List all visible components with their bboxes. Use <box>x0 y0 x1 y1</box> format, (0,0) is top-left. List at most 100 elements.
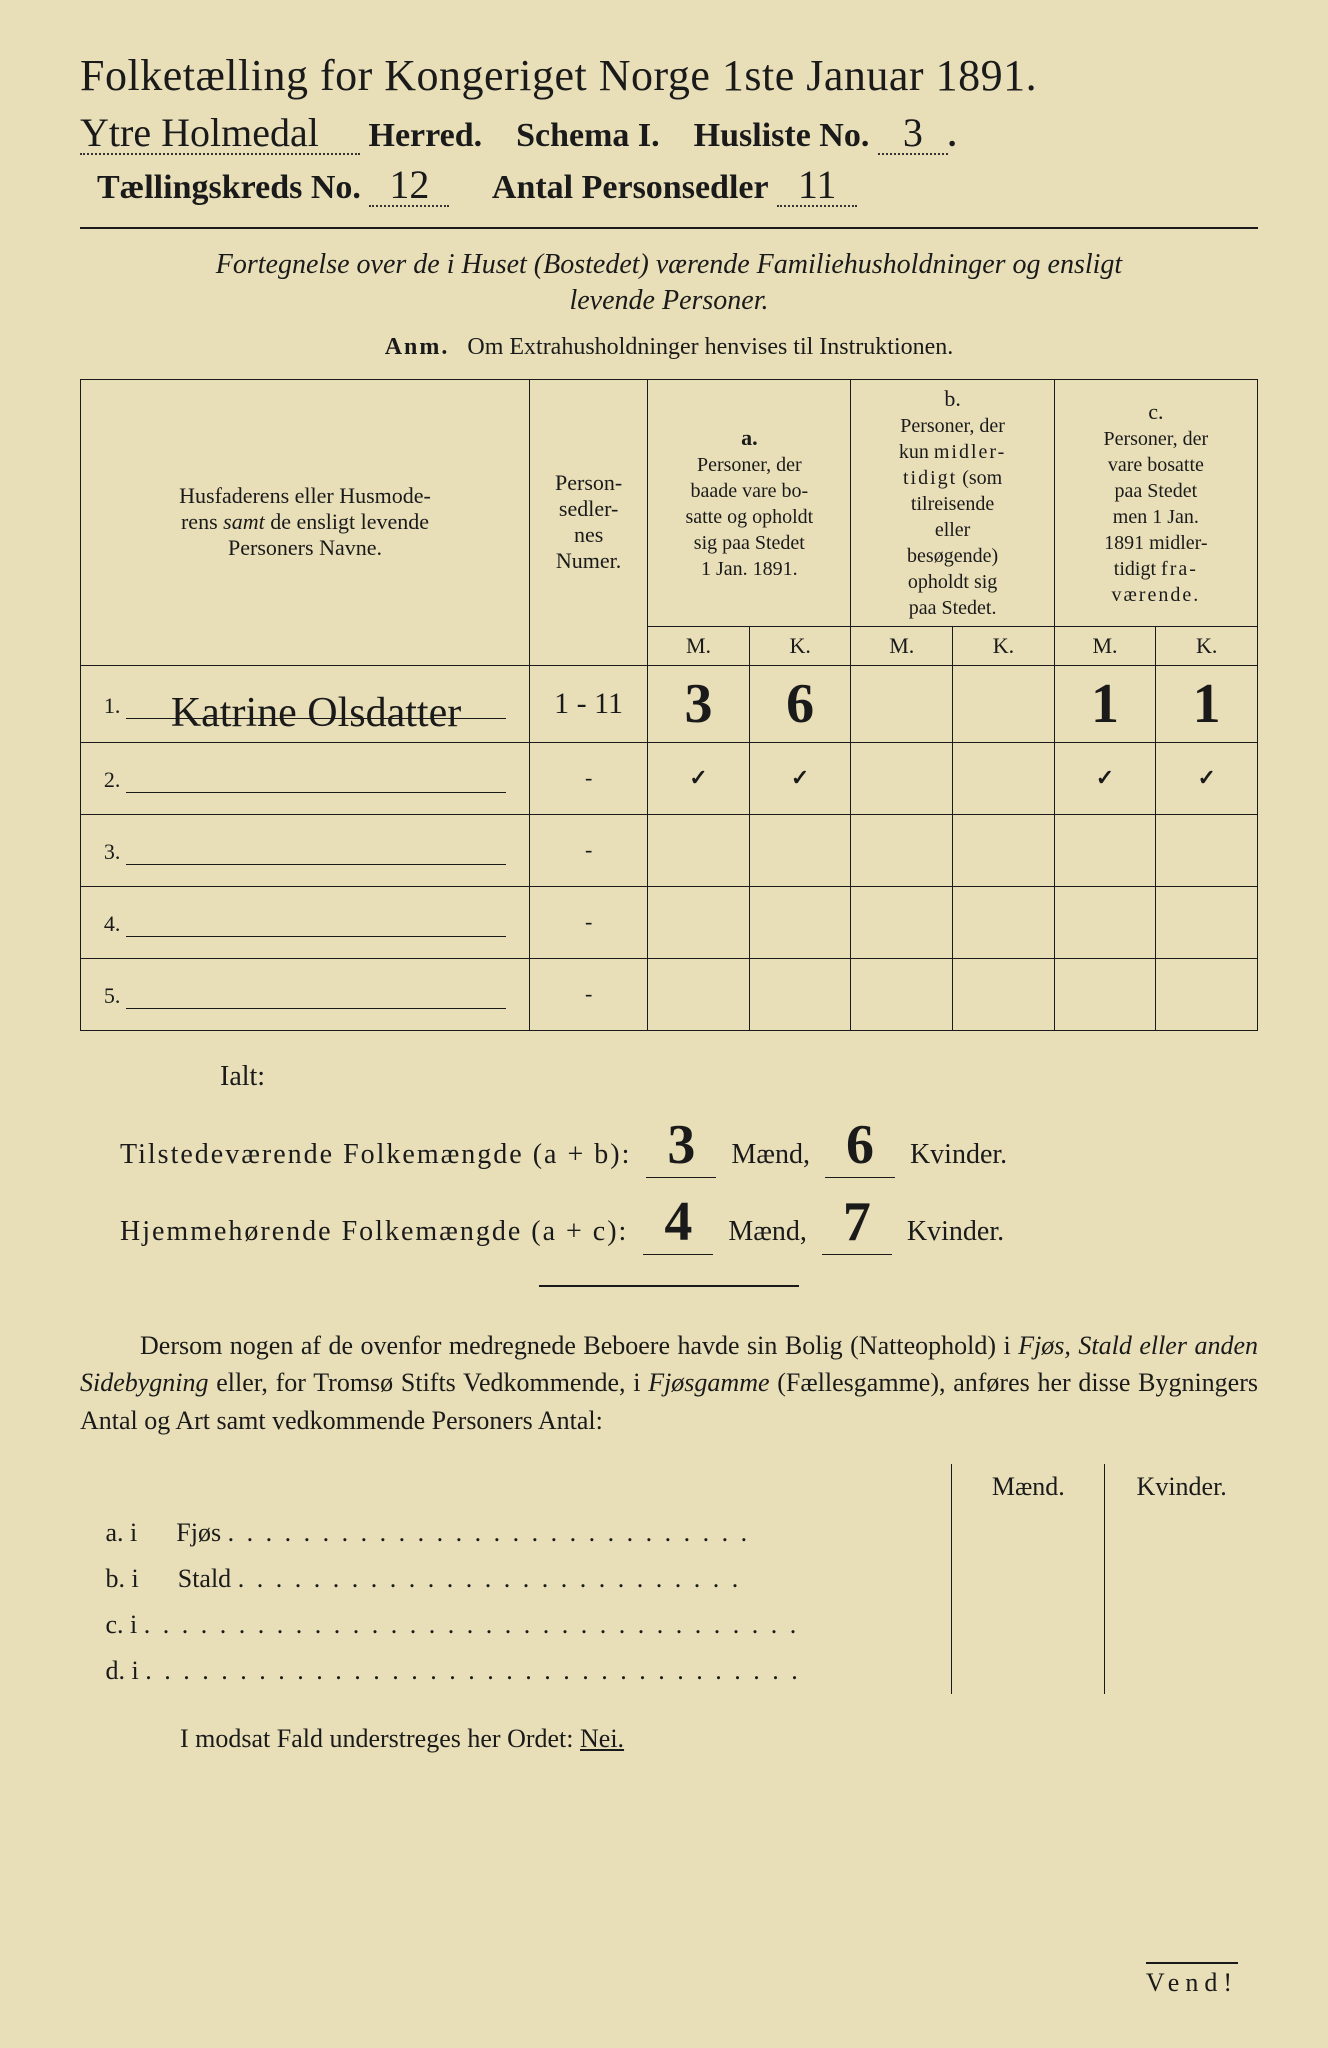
cell <box>1156 886 1258 958</box>
anm-note: Anm. Om Extrahusholdninger henvises til … <box>80 334 1258 361</box>
subtitle-line-1: Fortegnelse over de i Huset (Bostedet) v… <box>216 249 1122 280</box>
subtitle-line-2: levende Personer. <box>569 285 768 316</box>
row-num: 5. <box>104 983 121 1008</box>
final-text: I modsat Fald understreges her Ordet: <box>180 1724 574 1753</box>
cell <box>851 665 953 742</box>
header-a-m: M. <box>648 626 750 665</box>
anm-prefix: Anm. <box>385 334 450 360</box>
side-header-k: Kvinder. <box>1105 1464 1258 1510</box>
header-a-k: K. <box>749 626 851 665</box>
cell-hw: 6 <box>786 672 814 736</box>
husliste-handwritten: 3 <box>903 113 923 153</box>
table-row: 2. - ✓ ✓ ✓ ✓ <box>81 742 1258 814</box>
sedler-label: Antal Personsedler <box>492 169 769 206</box>
main-table: Husfaderens eller Husmode-rens samt de e… <box>80 379 1258 1031</box>
cell <box>953 814 1055 886</box>
name-hw: Katrine Olsdatter <box>171 690 461 736</box>
cell <box>749 814 851 886</box>
vend-label: Vend! <box>1146 1962 1238 1998</box>
cell-check: ✓ <box>1054 742 1156 814</box>
sum2-label: Hjemmehørende Folkemængde (a + c): <box>120 1216 628 1247</box>
ialt-label: Ialt: <box>80 1061 1258 1093</box>
table-row: 3. - <box>81 814 1258 886</box>
herred-handwritten: Ytre Holmedal <box>80 113 319 153</box>
row-num: 4. <box>104 911 121 936</box>
cell <box>953 742 1055 814</box>
cell <box>851 814 953 886</box>
side-header-m: Mænd. <box>952 1464 1105 1510</box>
final-nei: Nei. <box>580 1724 624 1753</box>
schema-label: Schema I. <box>516 117 660 154</box>
sum1-label: Tilstedeværende Folkemængde (a + b): <box>120 1139 631 1170</box>
kreds-handwritten: 12 <box>389 165 429 205</box>
sum-line-1: Tilstedeværende Folkemængde (a + b): 3 M… <box>80 1113 1258 1178</box>
cell <box>1054 958 1156 1030</box>
header-num: Person-sedler-nesNumer. <box>530 379 648 665</box>
cell <box>648 958 750 1030</box>
cell <box>851 742 953 814</box>
sum1-kvinder: Kvinder. <box>910 1139 1007 1170</box>
cell <box>648 886 750 958</box>
kreds-label: Tællingskreds No. <box>97 169 361 206</box>
cell <box>953 886 1055 958</box>
cell <box>953 665 1055 742</box>
sum2-m-hw: 4 <box>664 1190 692 1254</box>
cell: - <box>530 814 648 886</box>
cell-check: ✓ <box>648 742 750 814</box>
cell <box>648 814 750 886</box>
header-b-m: M. <box>851 626 953 665</box>
side-row: b. i Stald . . . . . . . . . . . . . . .… <box>80 1556 1258 1602</box>
table-row: 1. Katrine Olsdatter 1 - 11 3 6 1 1 <box>81 665 1258 742</box>
row-num: 1. <box>104 693 121 718</box>
cell-hw: 1 <box>1091 672 1119 736</box>
divider <box>80 227 1258 229</box>
sum2-kvinder: Kvinder. <box>907 1216 1004 1247</box>
sum-line-2: Hjemmehørende Folkemængde (a + c): 4 Mæn… <box>80 1190 1258 1255</box>
cell <box>1156 958 1258 1030</box>
census-form-page: Folketælling for Kongeriget Norge 1ste J… <box>0 0 1328 2048</box>
cell <box>1054 886 1156 958</box>
sum2-k-hw: 7 <box>843 1190 871 1254</box>
subtitle: Fortegnelse over de i Huset (Bostedet) v… <box>80 247 1258 320</box>
header-name: Husfaderens eller Husmode-rens samt de e… <box>81 379 530 665</box>
cell <box>851 886 953 958</box>
paragraph-1: Dersom nogen af de ovenfor medregnede Be… <box>80 1327 1258 1440</box>
side-row: d. i . . . . . . . . . . . . . . . . . .… <box>80 1648 1258 1694</box>
cell: - <box>530 742 648 814</box>
short-rule <box>539 1285 799 1287</box>
side-row: c. i . . . . . . . . . . . . . . . . . .… <box>80 1602 1258 1648</box>
row-num: 2. <box>104 767 121 792</box>
sum2-maend: Mænd, <box>728 1216 807 1247</box>
cell: - <box>530 886 648 958</box>
herred-label: Herred. <box>369 117 483 154</box>
cell-hw: 1 <box>1193 672 1221 736</box>
header-a: a. Personer, derbaade vare bo-satte og o… <box>648 379 851 626</box>
cell <box>1156 814 1258 886</box>
header-c: c. Personer, dervare bosattepaa Stedetme… <box>1054 379 1257 626</box>
page-title: Folketælling for Kongeriget Norge 1ste J… <box>80 50 1258 101</box>
header-b: b. Personer, derkun midler-tidigt (somti… <box>851 379 1054 626</box>
sum1-maend: Mænd, <box>731 1139 810 1170</box>
cell: - <box>530 958 648 1030</box>
table-row: 5. - <box>81 958 1258 1030</box>
sum1-m-hw: 3 <box>667 1113 695 1177</box>
husliste-label: Husliste No. <box>694 117 870 154</box>
cell <box>1054 814 1156 886</box>
table-body: 1. Katrine Olsdatter 1 - 11 3 6 1 1 2. -… <box>81 665 1258 1030</box>
sedler-handwritten: 11 <box>798 165 837 205</box>
cell-check: ✓ <box>1156 742 1258 814</box>
cell-hw: 3 <box>685 672 713 736</box>
header-c-k: K. <box>1156 626 1258 665</box>
header-c-m: M. <box>1054 626 1156 665</box>
table-row: 4. - <box>81 886 1258 958</box>
cell <box>953 958 1055 1030</box>
sum1-k-hw: 6 <box>846 1113 874 1177</box>
final-line: I modsat Fald understreges her Ordet: Ne… <box>80 1724 1258 1754</box>
header-line-2: Ytre Holmedal Herred. Schema I. Husliste… <box>80 113 1258 155</box>
header-line-3: Tællingskreds No. 12 Antal Personsedler … <box>80 165 1258 207</box>
side-table: Mænd. Kvinder. a. i Fjøs . . . . . . . .… <box>80 1464 1258 1694</box>
side-row: a. i Fjøs . . . . . . . . . . . . . . . … <box>80 1510 1258 1556</box>
cell <box>749 958 851 1030</box>
row-num: 3. <box>104 839 121 864</box>
num-hw: 1 - 11 <box>554 687 623 720</box>
